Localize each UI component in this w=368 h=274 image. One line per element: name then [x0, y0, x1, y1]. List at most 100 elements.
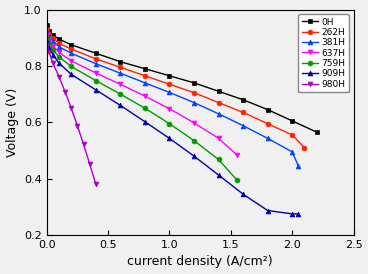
X-axis label: current density (A/cm²): current density (A/cm²): [127, 255, 273, 269]
381H: [290, 150, 294, 153]
980H: [57, 75, 61, 78]
381H: [167, 91, 171, 94]
Y-axis label: Voltage (V): Voltage (V): [6, 88, 18, 157]
0H: [192, 81, 196, 84]
637H: [57, 51, 61, 54]
381H: [47, 35, 52, 38]
0H: [51, 33, 55, 36]
381H: [51, 39, 55, 43]
262H: [47, 32, 52, 35]
980H: [93, 183, 98, 186]
0H: [216, 90, 221, 93]
637H: [93, 71, 98, 75]
0H: [47, 29, 52, 32]
909H: [265, 209, 270, 212]
909H: [167, 137, 171, 140]
909H: [296, 212, 301, 216]
262H: [69, 47, 74, 51]
381H: [118, 72, 123, 75]
262H: [57, 42, 61, 45]
262H: [241, 111, 245, 114]
637H: [235, 153, 239, 157]
0H: [69, 43, 74, 46]
262H: [290, 133, 294, 137]
0H: [93, 52, 98, 55]
980H: [69, 107, 74, 110]
909H: [290, 212, 294, 216]
262H: [51, 36, 55, 39]
381H: [93, 62, 98, 65]
0H: [45, 23, 49, 27]
980H: [63, 90, 67, 93]
0H: [290, 119, 294, 122]
381H: [241, 124, 245, 127]
637H: [45, 33, 49, 36]
759H: [118, 92, 123, 96]
909H: [69, 73, 74, 76]
637H: [143, 95, 147, 98]
0H: [315, 130, 319, 134]
980H: [47, 51, 52, 54]
759H: [216, 158, 221, 161]
0H: [167, 74, 171, 78]
Line: 637H: 637H: [44, 33, 240, 158]
0H: [118, 60, 123, 63]
759H: [45, 36, 49, 39]
909H: [47, 46, 52, 49]
381H: [296, 164, 301, 168]
637H: [51, 44, 55, 47]
Line: 381H: 381H: [44, 30, 301, 169]
0H: [57, 38, 61, 41]
980H: [51, 61, 55, 65]
909H: [45, 39, 49, 43]
262H: [167, 82, 171, 86]
381H: [143, 81, 147, 84]
909H: [93, 88, 98, 92]
909H: [216, 173, 221, 177]
759H: [235, 178, 239, 182]
909H: [57, 61, 61, 65]
759H: [93, 79, 98, 82]
637H: [118, 82, 123, 86]
262H: [302, 146, 307, 149]
980H: [88, 162, 92, 166]
262H: [93, 57, 98, 61]
980H: [75, 124, 79, 127]
0H: [143, 67, 147, 70]
381H: [192, 101, 196, 104]
759H: [69, 65, 74, 68]
262H: [216, 101, 221, 104]
0H: [265, 108, 270, 111]
759H: [192, 139, 196, 142]
980H: [45, 43, 49, 46]
Line: 909H: 909H: [44, 39, 301, 216]
381H: [57, 45, 61, 48]
381H: [69, 52, 74, 55]
759H: [51, 48, 55, 51]
909H: [241, 193, 245, 196]
637H: [47, 38, 52, 41]
909H: [192, 155, 196, 158]
909H: [143, 120, 147, 123]
980H: [81, 143, 86, 146]
909H: [51, 53, 55, 56]
Line: 980H: 980H: [44, 42, 98, 187]
Legend: 0H, 262H, 381H, 637H, 759H, 909H, 980H: 0H, 262H, 381H, 637H, 759H, 909H, 980H: [298, 14, 349, 92]
Line: 0H: 0H: [44, 23, 319, 135]
759H: [57, 55, 61, 59]
262H: [143, 74, 147, 78]
262H: [192, 91, 196, 94]
759H: [47, 42, 52, 45]
759H: [167, 122, 171, 125]
909H: [118, 104, 123, 107]
0H: [241, 98, 245, 101]
637H: [192, 121, 196, 124]
759H: [143, 107, 147, 110]
637H: [216, 137, 221, 140]
Line: 262H: 262H: [44, 27, 307, 150]
Line: 759H: 759H: [44, 35, 240, 182]
262H: [265, 122, 270, 125]
381H: [45, 30, 49, 34]
262H: [45, 28, 49, 31]
381H: [265, 137, 270, 140]
